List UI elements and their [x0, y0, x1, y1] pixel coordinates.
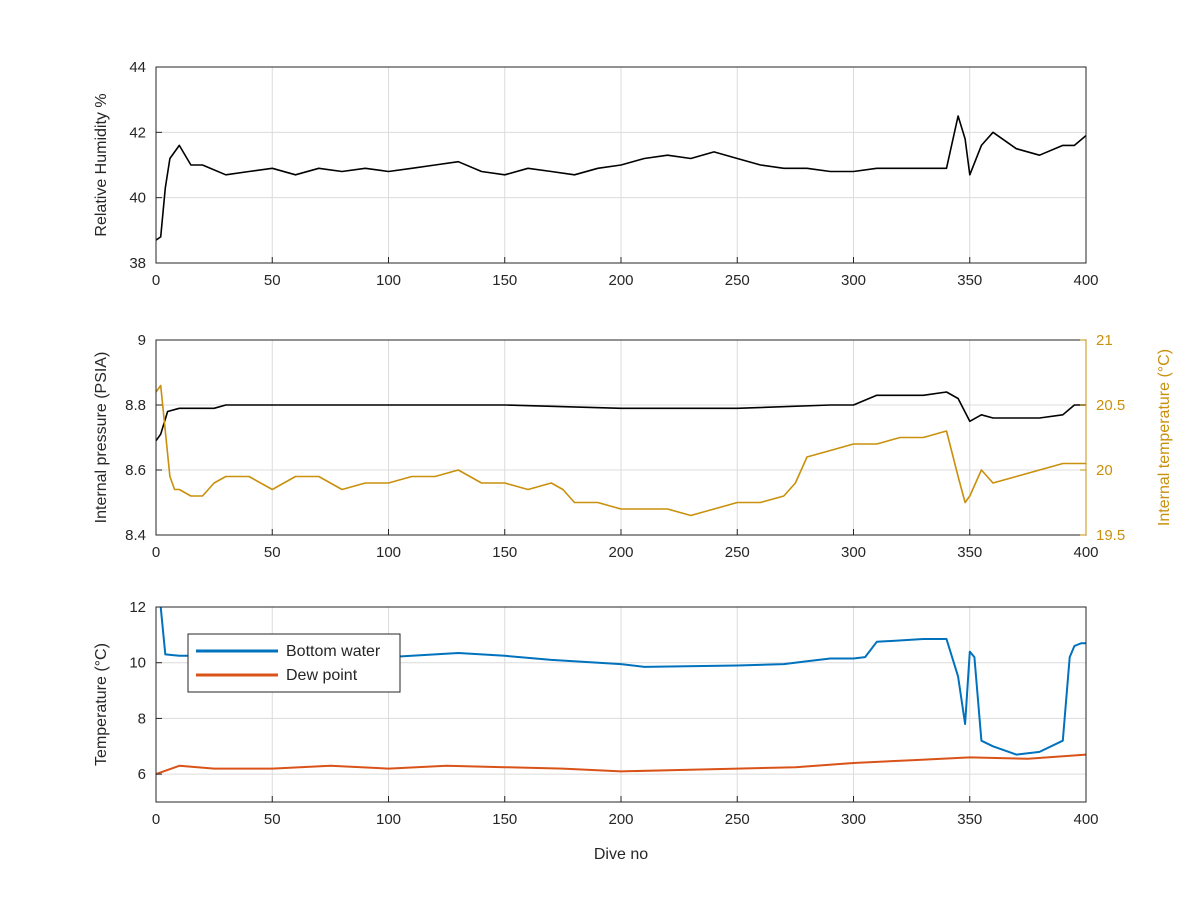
- pressure-y-tick-label: 8.8: [125, 397, 146, 414]
- right-y-tick-label: 21: [1096, 332, 1113, 349]
- pressure-x-tick-label: 150: [492, 544, 517, 561]
- temperature-y-axis-label: Temperature (°C): [93, 643, 110, 766]
- right-y-tick-label: 20: [1096, 462, 1113, 479]
- temperature-panel: 0 50 100 150 200 250 300 350 400 6 8 10 12 Temperatu…: [93, 599, 1099, 863]
- temperature-x-tick-label: 50: [264, 811, 281, 828]
- temperature-x-tick-label: 0: [152, 811, 160, 828]
- pressure-x-tick-label: 250: [725, 544, 750, 561]
- pressure-y-axis-label: Internal pressure (PSIA): [93, 352, 110, 524]
- pressure-x-tick-label: 350: [957, 544, 982, 561]
- humidity-y-axis-label: Relative Humidity %: [93, 93, 110, 236]
- pressure-y-tick-label: 8.6: [125, 462, 146, 479]
- humidity-x-tick-label: 250: [725, 272, 750, 289]
- humidity-y-tick-label: 38: [129, 255, 146, 272]
- temperature-y-tick-label: 12: [129, 599, 146, 616]
- humidity-x-tick-label: 350: [957, 272, 982, 289]
- right-y-tick-label: 20.5: [1096, 397, 1125, 414]
- pressure-x-tick-label: 200: [608, 544, 633, 561]
- dew-point-series-line: [156, 753, 1086, 776]
- x-axis-label: Dive no: [594, 846, 648, 863]
- internal-temperature-y-axis-label: Internal temperature (°C): [1156, 349, 1173, 526]
- temperature-x-tick-label: 300: [841, 811, 866, 828]
- pressure-x-tick-label: 100: [376, 544, 401, 561]
- humidity-x-tick-label: 150: [492, 272, 517, 289]
- humidity-y-tick-label: 42: [129, 124, 146, 141]
- humidity-y-tick-label: 40: [129, 190, 146, 207]
- humidity-x-tick-label: 100: [376, 272, 401, 289]
- legend-label-bottom-water: Bottom water: [286, 643, 381, 660]
- humidity-x-tick-label: 0: [152, 272, 160, 289]
- pressure-x-tick-label: 0: [152, 544, 160, 561]
- right-y-tick-label: 19.5: [1096, 527, 1125, 544]
- temperature-x-tick-label: 100: [376, 811, 401, 828]
- humidity-x-tick-label: 50: [264, 272, 281, 289]
- pressure-temperature-panel: 0 50 100 150 200 250 300 350 400 8.4 8.6 8.8 9 19.5 20…: [93, 332, 1173, 561]
- temperature-x-tick-label: 250: [725, 811, 750, 828]
- humidity-x-tick-label: 300: [841, 272, 866, 289]
- humidity-x-tick-label: 400: [1073, 272, 1098, 289]
- humidity-panel: 0 50 100 150 200 250 300 350 400 38 40 42 44 Relativ…: [93, 59, 1099, 289]
- pressure-y-tick-label: 9: [138, 332, 146, 349]
- temperature-y-tick-label: 8: [138, 710, 146, 727]
- humidity-series-line: [156, 115, 1086, 241]
- pressure-series-line: [156, 391, 1086, 442]
- pressure-y-tick-label: 8.4: [125, 527, 146, 544]
- temperature-y-tick-label: 6: [138, 766, 146, 783]
- humidity-x-tick-label: 200: [608, 272, 633, 289]
- temperature-x-tick-label: 350: [957, 811, 982, 828]
- pressure-x-tick-label: 300: [841, 544, 866, 561]
- temperature-x-tick-label: 400: [1073, 811, 1098, 828]
- pressure-x-tick-label: 400: [1073, 544, 1098, 561]
- legend-box: [187, 633, 401, 693]
- legend-label-dew-point: Dew point: [286, 667, 358, 684]
- temperature-x-tick-label: 200: [608, 811, 633, 828]
- internal-temperature-series-line: [156, 384, 1086, 517]
- pressure-x-tick-label: 50: [264, 544, 281, 561]
- temperature-y-tick-label: 10: [129, 655, 146, 672]
- legend: Bottom water Dew point: [187, 633, 401, 693]
- temperature-x-tick-label: 150: [492, 811, 517, 828]
- humidity-y-tick-label: 44: [129, 59, 146, 76]
